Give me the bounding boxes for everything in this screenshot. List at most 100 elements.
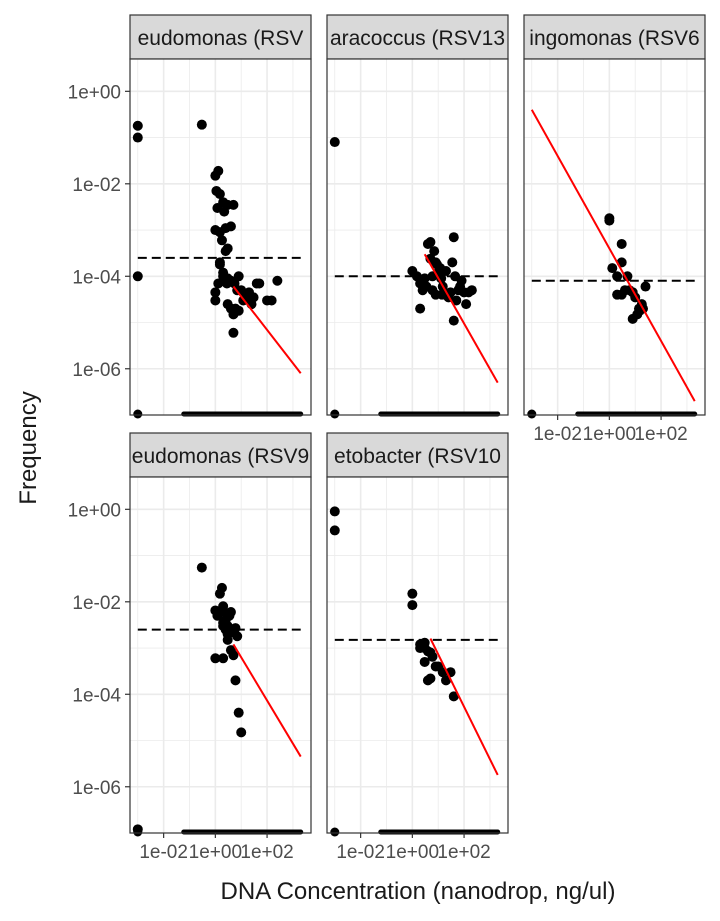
y-tick-label: 1e-02 <box>72 175 121 196</box>
fit-line <box>423 253 499 384</box>
data-point <box>132 120 143 131</box>
data-point <box>254 278 265 289</box>
y-axis-title: Frequency <box>15 391 42 504</box>
data-point <box>448 232 459 243</box>
zero-value-point <box>527 409 537 419</box>
y-tick-label: 1e+00 <box>68 82 121 103</box>
data-point <box>329 525 340 536</box>
panel-border <box>523 58 706 416</box>
x-tick-label: 1e-02 <box>139 842 188 863</box>
data-point <box>210 287 221 298</box>
panel-background <box>327 477 508 833</box>
data-point <box>132 824 143 835</box>
x-tick-label: 1e+02 <box>240 842 293 863</box>
facet-strip <box>129 14 312 60</box>
data-point <box>248 292 259 303</box>
x-tick-label: 1e+00 <box>386 842 439 863</box>
data-point <box>407 600 418 611</box>
data-point <box>233 707 244 718</box>
facet-strip-label: etobacter (RSV10 <box>334 445 501 468</box>
data-point <box>419 273 430 284</box>
x-tick-label: 1e+00 <box>189 842 242 863</box>
panel-background <box>524 59 705 415</box>
data-point <box>419 656 430 667</box>
data-point <box>448 691 459 702</box>
facet-strip-label: ingomonas (RSV6 <box>529 27 699 50</box>
data-point <box>218 617 229 628</box>
data-point <box>214 189 225 200</box>
facet-strip-label: eudomonas (RSV9 <box>132 445 309 468</box>
data-point <box>218 267 229 278</box>
data-point <box>447 257 458 268</box>
data-point <box>429 246 440 257</box>
facet-panel-2: aracoccus (RSV13 <box>326 14 509 419</box>
data-point <box>228 650 239 661</box>
data-point <box>622 271 633 282</box>
panel-border <box>326 476 509 834</box>
data-point <box>233 305 244 316</box>
data-point <box>425 673 436 684</box>
data-point <box>612 289 623 300</box>
facet-strip <box>523 14 706 60</box>
data-point <box>196 562 207 573</box>
facet-strip-label: aracoccus (RSV13 <box>330 27 505 50</box>
data-point <box>222 243 233 254</box>
x-tick-label: 1e+00 <box>583 424 636 445</box>
panel-background <box>327 59 508 415</box>
data-point <box>456 275 467 286</box>
data-point <box>451 295 462 306</box>
data-point <box>219 206 230 217</box>
zero-value-point <box>330 409 340 419</box>
y-tick-label: 1e-06 <box>72 360 121 381</box>
x-tick-label: 1e-02 <box>336 842 385 863</box>
data-point <box>329 137 340 148</box>
data-point <box>228 199 239 210</box>
data-point <box>440 675 451 686</box>
y-tick-label: 1e-04 <box>72 267 121 288</box>
x-axis-title: DNA Concentration (nanodrop, ng/ul) <box>221 878 616 905</box>
data-point <box>430 289 441 300</box>
data-point <box>453 285 464 296</box>
data-point <box>419 637 430 648</box>
facet-strip <box>326 14 509 60</box>
facet-panel-1: eudomonas (RSV 1e+00 1e-02 1e-04 1e-06 <box>68 14 312 419</box>
data-point <box>415 303 426 314</box>
data-point <box>225 607 236 618</box>
data-point <box>210 653 221 664</box>
data-point <box>466 285 477 296</box>
facet-strip <box>326 432 509 478</box>
data-point <box>233 271 244 282</box>
data-point <box>627 313 638 324</box>
data-point <box>214 257 225 268</box>
data-point <box>236 727 247 738</box>
fit-line <box>530 109 696 402</box>
y-tick-label: 1e-06 <box>72 778 121 799</box>
fit-line <box>232 285 302 374</box>
facet-strip-label: eudomonas (RSV <box>138 27 304 50</box>
x-tick-label: 1e-02 <box>533 424 582 445</box>
panel-border <box>129 476 312 834</box>
data-point <box>461 299 472 310</box>
data-point <box>448 315 459 326</box>
data-point <box>612 271 623 282</box>
data-point <box>329 506 340 517</box>
data-point <box>616 238 627 249</box>
data-point <box>213 165 224 176</box>
data-point <box>196 119 207 130</box>
x-tick-label: 1e+02 <box>634 424 687 445</box>
data-point <box>607 263 618 274</box>
panel-border <box>129 58 312 416</box>
data-point <box>427 651 438 662</box>
data-point <box>230 675 241 686</box>
data-point <box>272 275 283 286</box>
data-point <box>222 629 233 640</box>
zero-value-point <box>133 409 143 419</box>
data-point <box>132 132 143 143</box>
facet-panel-4: eudomonas (RSV91e+001e-021e-041e-061e-02… <box>68 432 312 863</box>
data-point <box>440 266 451 277</box>
data-point <box>210 295 221 306</box>
data-point <box>218 653 229 664</box>
